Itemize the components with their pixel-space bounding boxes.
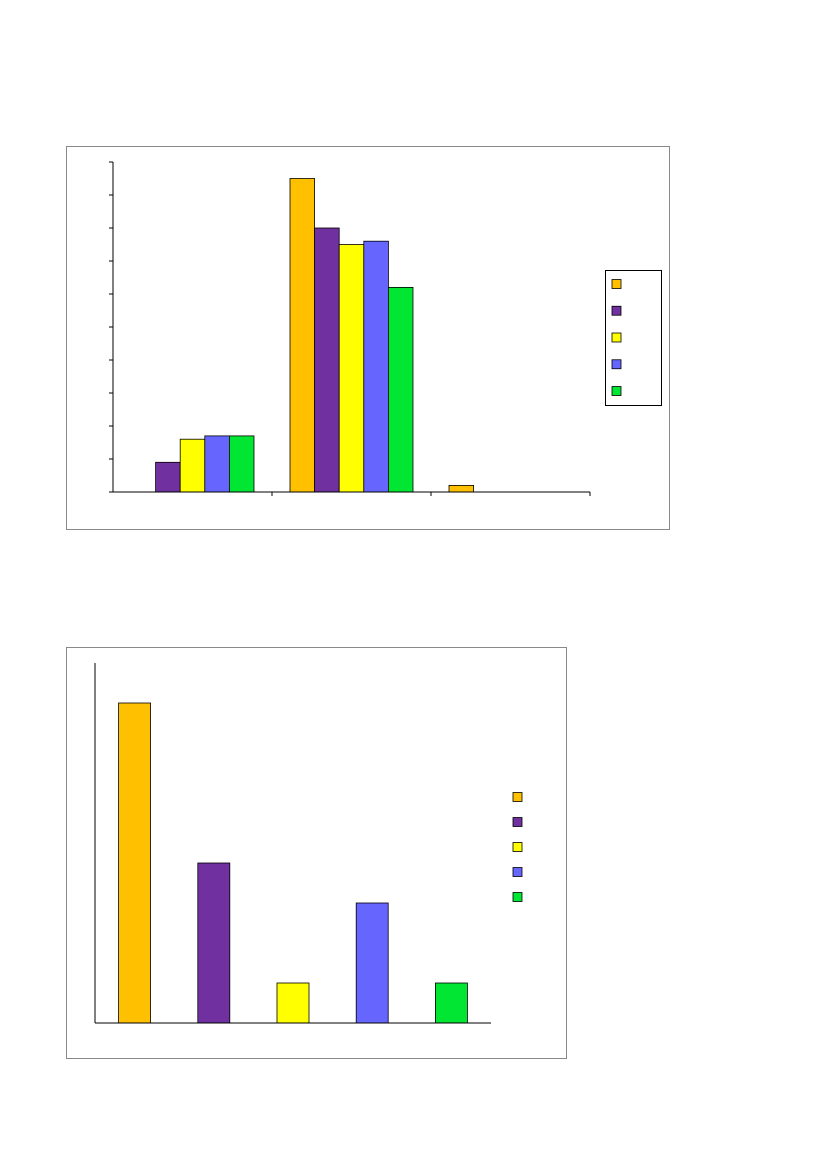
legend-swatch — [611, 386, 622, 396]
legend-swatch — [611, 305, 622, 316]
legend-swatch — [611, 359, 622, 370]
bar — [155, 461, 181, 493]
bar — [228, 435, 255, 493]
legend-swatch — [512, 792, 523, 802]
legend-swatch — [512, 892, 523, 902]
bar — [118, 702, 151, 1024]
bar — [355, 902, 389, 1024]
bar — [338, 244, 365, 493]
bar — [363, 240, 389, 493]
legend-swatch — [611, 332, 622, 343]
legend-swatch — [512, 817, 523, 827]
bar — [289, 178, 316, 493]
legend-swatch — [512, 867, 523, 877]
bar — [197, 862, 231, 1024]
bar — [434, 982, 468, 1024]
bar — [276, 982, 310, 1024]
legend-swatch — [611, 279, 622, 289]
bar — [387, 286, 414, 493]
bar — [204, 435, 230, 493]
bar — [314, 227, 340, 493]
bar — [448, 484, 475, 493]
bar — [179, 438, 206, 493]
legend-swatch — [512, 842, 523, 852]
